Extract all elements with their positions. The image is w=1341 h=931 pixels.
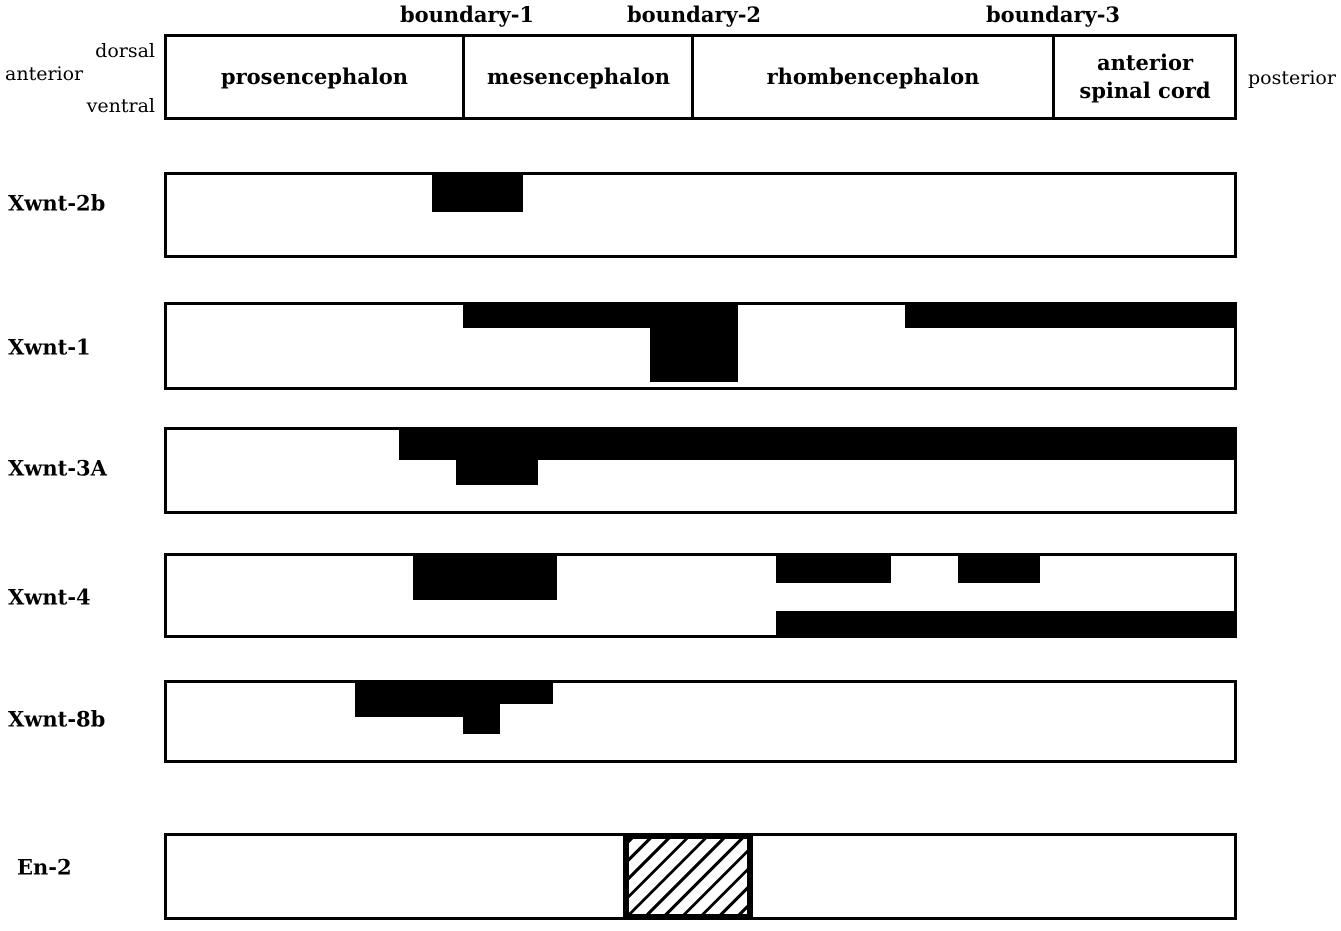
gene-label-xwnt-1: Xwnt-1 [8,334,91,360]
boundary-1-label: boundary-1 [399,2,535,27]
expression-domain-xwnt-8b [463,680,500,734]
expression-domain-xwnt-4 [413,553,557,600]
expression-domain-xwnt-4 [776,611,1237,638]
gene-label-xwnt-2b: Xwnt-2b [8,190,106,216]
ventral-label: ventral [86,95,155,117]
boundary-2-label: boundary-2 [626,2,762,27]
expression-box-xwnt-2b [164,172,1237,258]
expression-box-xwnt-8b [164,680,1237,763]
expression-box-xwnt-4 [164,553,1237,638]
expression-domain-xwnt-1 [905,302,1237,328]
gene-label-xwnt-8b: Xwnt-8b [8,706,106,732]
expression-domain-xwnt-3a [456,427,538,485]
region-label-rhombencephalon: rhombencephalon [766,63,980,89]
anterior-label: anterior [5,63,84,85]
expression-domain-xwnt-1 [650,302,738,382]
region-label-mesencephalon: mesencephalon [487,63,670,89]
expression-domain-xwnt-2b [432,172,523,212]
gene-label-xwnt-4: Xwnt-4 [8,584,91,610]
dorsal-label: dorsal [95,40,155,62]
boundary-1-divider [462,36,465,118]
region-label-prosencephalon: prosencephalon [220,63,409,89]
boundary-2-divider [691,36,694,118]
expression-domain-xwnt-4 [776,553,891,583]
brain-region-header-box [164,34,1237,120]
boundary-3-label: boundary-3 [985,2,1121,27]
hatched-domain-en-2 [623,833,753,920]
boundary-3-divider [1052,36,1055,118]
gene-label-en-2: En-2 [17,854,72,880]
posterior-label: posterior [1248,67,1336,89]
expression-domain-xwnt-3a [399,427,1237,460]
expression-domain-xwnt-4 [958,553,1040,583]
gene-label-xwnt-3a: Xwnt-3A [8,455,107,481]
region-label-anterior-spinal-cord: anterior spinal cord [1079,49,1211,103]
